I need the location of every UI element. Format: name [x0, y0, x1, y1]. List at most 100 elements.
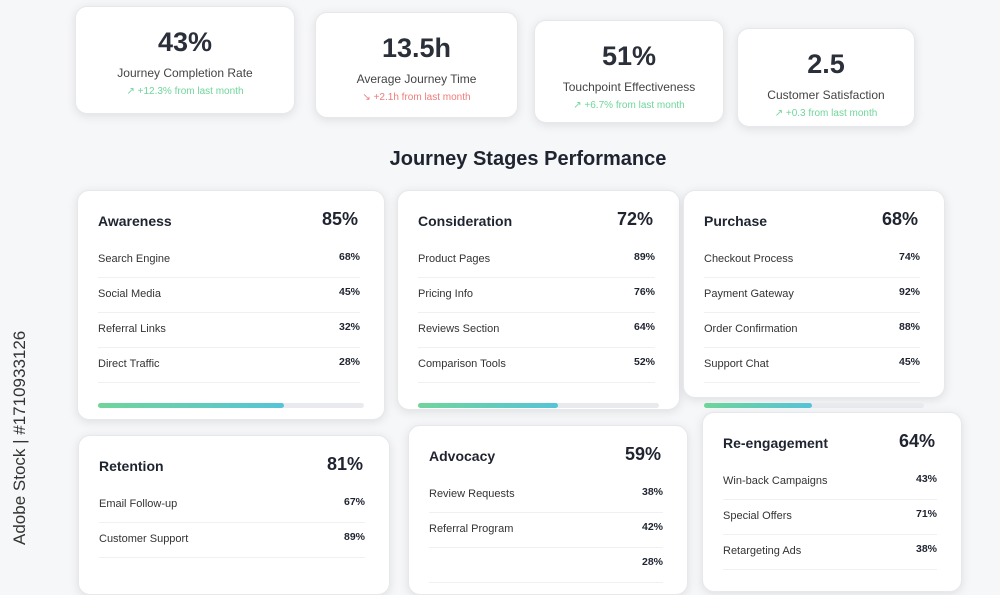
touchpoint-row: Support Chat 45%	[704, 348, 920, 383]
touchpoint-row: Comparison Tools 52%	[418, 348, 655, 383]
touchpoint-row: Search Engine 68%	[98, 243, 360, 278]
stage-card: Purchase 68% Checkout Process 74% Payment Ga…	[683, 190, 945, 408]
metric-value: 13.5h	[381, 33, 452, 63]
touchpoint-name: Reviews Section	[418, 323, 500, 335]
touchpoint-name: Support Chat	[704, 358, 769, 370]
touchpoint-value: 38%	[641, 486, 663, 498]
touchpoint-name: Checkout Process	[704, 253, 794, 265]
touchpoint-value: 28%	[338, 356, 360, 368]
touchpoint-name: Referral Links	[98, 323, 166, 335]
touchpoint-value: 92%	[898, 286, 920, 298]
touchpoint-name: Email Follow-up	[99, 498, 178, 510]
metric-value: 51%	[601, 41, 657, 71]
stage-name: Consideration	[418, 213, 513, 229]
touchpoint-value: 28%	[641, 556, 663, 568]
progress-fill	[418, 403, 558, 408]
touchpoint-row: Social Media 45%	[98, 278, 360, 313]
stage-card: Re-engagement 64% Win-back Campaigns 43% Spe…	[702, 412, 962, 592]
touchpoint-value: 74%	[898, 251, 920, 263]
touchpoint-row: Payment Gateway 92%	[704, 278, 920, 313]
metric-value: 43%	[157, 27, 213, 57]
touchpoint-value: 45%	[898, 356, 920, 368]
stage-name: Awareness	[98, 213, 172, 229]
stage-name: Advocacy	[429, 448, 496, 464]
touchpoint-value: 64%	[633, 321, 655, 333]
stage-name: Purchase	[704, 213, 768, 229]
metric-change: ↗ +0.3 from last month	[774, 108, 878, 119]
touchpoint-value: 68%	[338, 251, 360, 263]
stage-card: Awareness 85% Search Engine 68% Social Media…	[77, 190, 385, 420]
progress-fill	[704, 403, 812, 408]
touchpoint-row: Order Confirmation 88%	[704, 313, 920, 348]
progress-fill	[98, 403, 285, 408]
touchpoint-row: Review Requests 38%	[429, 478, 663, 513]
touchpoint-value: 52%	[633, 356, 655, 368]
metric-change: ↗ +12.3% from last month	[126, 86, 244, 97]
touchpoint-name: Customer Support	[99, 533, 189, 545]
section-title: Journey Stages Performance	[389, 148, 667, 170]
metric-value: 2.5	[807, 49, 845, 79]
touchpoint-value: 76%	[633, 286, 655, 298]
dashboard: Journey Stages Performance Adobe Stock |…	[10, 6, 962, 595]
metric-change: ↗ +6.7% from last month	[573, 100, 685, 111]
metric-label: Touchpoint Effectiveness	[562, 80, 696, 94]
stage-card: Retention 81% Email Follow-up 67% Customer S…	[78, 435, 390, 595]
touchpoint-row: Product Pages 89%	[418, 243, 655, 278]
touchpoint-name: Order Confirmation	[704, 323, 798, 335]
progress-track	[704, 403, 924, 408]
stage-value: 59%	[624, 444, 661, 464]
touchpoint-row: Retargeting Ads 38%	[723, 535, 937, 570]
metric-card: 2.5 Customer Satisfaction ↗ +0.3 from last…	[737, 28, 915, 127]
stage-value: 72%	[616, 209, 653, 229]
touchpoint-name: Search Engine	[98, 253, 171, 265]
touchpoint-value: 71%	[915, 508, 937, 520]
touchpoint-name: Review Requests	[429, 488, 515, 500]
stage-name: Re-engagement	[723, 435, 829, 451]
touchpoint-value: 89%	[633, 251, 655, 263]
progress-track	[418, 403, 659, 408]
stage-value: 85%	[321, 209, 358, 229]
stage-card: Consideration 72% Product Pages 89% Pricing …	[397, 190, 680, 410]
metric-card: 43% Journey Completion Rate ↗ +12.3% from …	[75, 6, 295, 114]
touchpoint-value: 42%	[641, 521, 663, 533]
touchpoint-value: 45%	[338, 286, 360, 298]
touchpoint-row: Referral Program 42%	[429, 513, 663, 548]
touchpoint-row: Referral Links 32%	[98, 313, 360, 348]
touchpoint-row: Reviews Section 64%	[418, 313, 655, 348]
touchpoint-name: Direct Traffic	[98, 358, 160, 370]
touchpoint-row: Email Follow-up 67%	[99, 488, 365, 523]
touchpoint-name: Comparison Tools	[418, 358, 506, 370]
stage-value: 81%	[326, 454, 363, 474]
touchpoint-name: Retargeting Ads	[723, 545, 802, 557]
touchpoint-value: 89%	[343, 531, 365, 543]
touchpoint-row: Pricing Info 76%	[418, 278, 655, 313]
touchpoint-value: 32%	[338, 321, 360, 333]
watermark: Adobe Stock | #1710933126	[10, 330, 29, 545]
touchpoint-name: Social Media	[98, 288, 161, 300]
touchpoint-name: Product Pages	[418, 253, 491, 265]
metric-label: Journey Completion Rate	[117, 66, 253, 80]
touchpoint-name: Pricing Info	[418, 288, 474, 300]
metric-card: 51% Touchpoint Effectiveness ↗ +6.7% from …	[534, 20, 724, 123]
metric-label: Customer Satisfaction	[767, 88, 885, 102]
stage-name: Retention	[99, 458, 164, 474]
metric-change: ↘ +2.1h from last month	[362, 92, 471, 103]
stage-card: Advocacy 59% Review Requests 38% Referral Pr…	[408, 425, 688, 595]
progress-track	[98, 403, 364, 408]
metric-label: Average Journey Time	[356, 72, 477, 86]
stage-value: 64%	[898, 431, 935, 451]
touchpoint-row: 28%	[429, 548, 663, 583]
stage-value: 68%	[881, 209, 918, 229]
touchpoint-name: Referral Program	[429, 523, 514, 535]
touchpoint-row: Checkout Process 74%	[704, 243, 920, 278]
touchpoint-value: 43%	[915, 473, 937, 485]
metric-card: 13.5h Average Journey Time ↘ +2.1h from la…	[315, 12, 518, 118]
touchpoint-value: 88%	[898, 321, 920, 333]
touchpoint-row: Direct Traffic 28%	[98, 348, 360, 383]
touchpoint-name: Payment Gateway	[704, 288, 794, 300]
touchpoint-name: Special Offers	[723, 510, 792, 522]
touchpoint-value: 67%	[343, 496, 365, 508]
touchpoint-value: 38%	[915, 543, 937, 555]
touchpoint-row: Special Offers 71%	[723, 500, 937, 535]
touchpoint-row: Customer Support 89%	[99, 523, 365, 558]
